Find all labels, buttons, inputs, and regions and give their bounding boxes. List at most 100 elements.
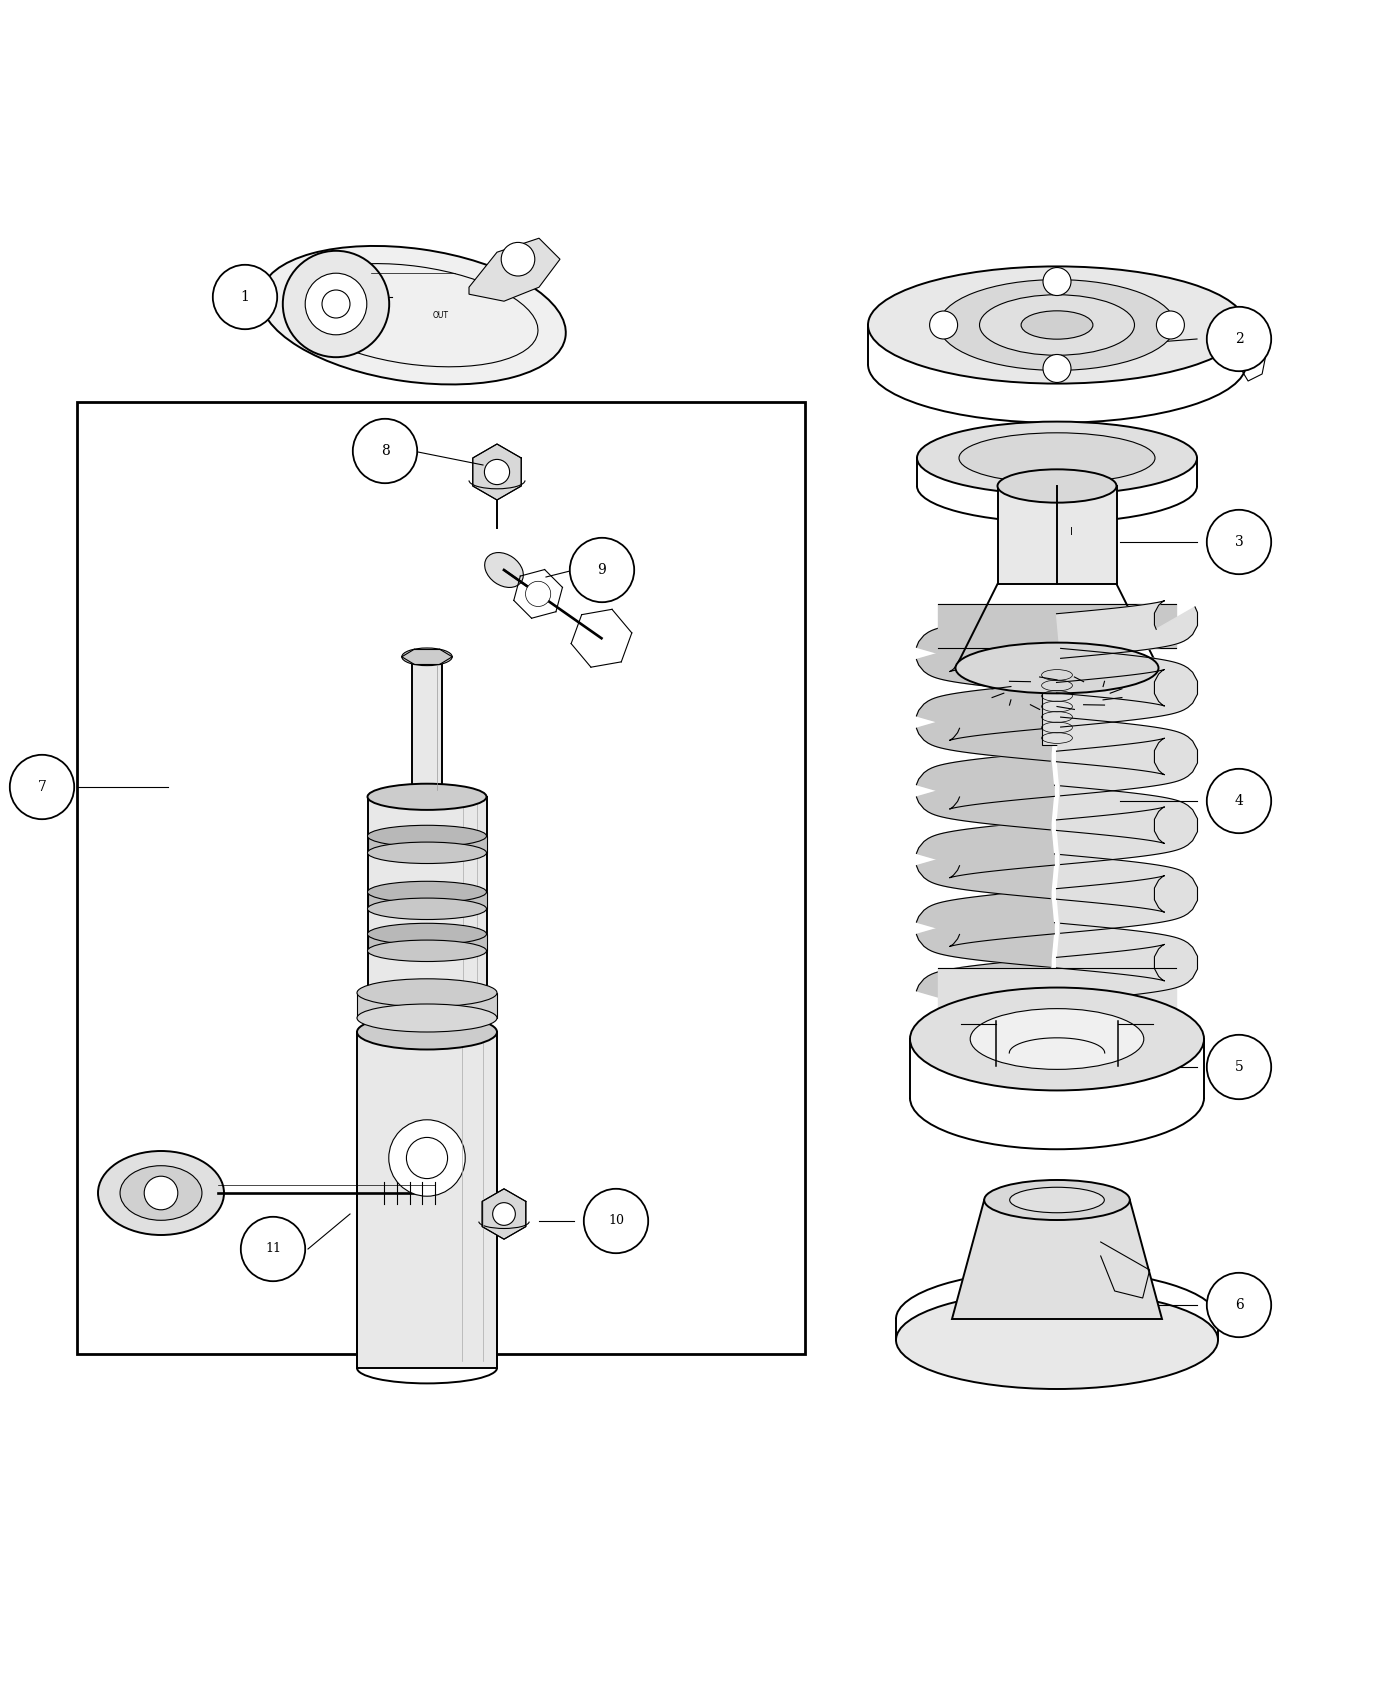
Polygon shape [917,772,1054,830]
Text: 9: 9 [598,563,606,576]
Text: 6: 6 [1235,1299,1243,1312]
Circle shape [1207,1035,1271,1100]
Ellipse shape [367,784,487,809]
Text: I: I [1070,527,1072,537]
Ellipse shape [959,434,1155,483]
Circle shape [322,291,350,318]
Polygon shape [1057,923,1197,1001]
Circle shape [493,1202,515,1226]
Bar [367,797,487,993]
Circle shape [1207,768,1271,833]
Circle shape [484,459,510,484]
Ellipse shape [367,923,487,945]
Ellipse shape [367,881,487,903]
Ellipse shape [1021,311,1093,340]
Ellipse shape [98,1151,224,1234]
Polygon shape [938,604,1176,648]
Ellipse shape [939,279,1175,371]
Circle shape [368,1100,486,1217]
Polygon shape [473,444,521,500]
Text: 3: 3 [1235,536,1243,549]
Bar [367,933,487,950]
Ellipse shape [120,1166,202,1221]
Circle shape [1043,267,1071,296]
Circle shape [305,274,367,335]
Circle shape [1207,1273,1271,1338]
Text: 4: 4 [1235,794,1243,808]
Polygon shape [917,957,1054,1015]
Ellipse shape [288,264,538,367]
Ellipse shape [984,1180,1130,1221]
Circle shape [570,537,634,602]
Bar [367,836,487,853]
Ellipse shape [402,648,452,666]
Circle shape [930,311,958,338]
Ellipse shape [357,979,497,1006]
Text: 5: 5 [1235,1061,1243,1074]
Polygon shape [917,842,1054,899]
Ellipse shape [910,988,1204,1090]
Polygon shape [917,751,1054,809]
Polygon shape [917,910,1054,967]
Circle shape [501,243,535,275]
Circle shape [241,1217,305,1282]
Circle shape [406,1137,448,1178]
Text: 10: 10 [608,1214,624,1227]
Bar [357,993,497,1018]
Ellipse shape [970,1008,1144,1069]
Ellipse shape [367,940,487,962]
Bar [367,892,487,910]
Ellipse shape [896,1290,1218,1389]
Circle shape [1207,510,1271,575]
Polygon shape [1057,785,1197,865]
Polygon shape [917,889,1054,947]
Bar [1042,668,1072,745]
Text: 1: 1 [241,291,249,304]
Ellipse shape [997,469,1117,503]
Polygon shape [917,636,1054,692]
Bar [77,401,805,1353]
Circle shape [283,252,389,357]
Ellipse shape [260,246,566,384]
Ellipse shape [868,267,1246,384]
Circle shape [1207,306,1271,371]
Text: 2: 2 [1235,332,1243,347]
Ellipse shape [980,294,1134,355]
Polygon shape [482,1188,526,1239]
Bar [412,656,442,797]
Circle shape [10,755,74,819]
Ellipse shape [367,842,487,864]
Text: 11: 11 [265,1243,281,1256]
Ellipse shape [955,643,1159,694]
Bar [357,1032,497,1368]
Polygon shape [952,1200,1162,1319]
Text: 7: 7 [38,780,46,794]
Polygon shape [917,683,1054,740]
Ellipse shape [367,898,487,920]
Polygon shape [1057,717,1197,796]
Bar [997,486,1117,585]
Polygon shape [917,704,1054,762]
Circle shape [389,1120,465,1197]
Circle shape [1043,355,1071,383]
Text: OUT: OUT [433,311,449,320]
Circle shape [353,418,417,483]
Circle shape [144,1176,178,1210]
Circle shape [1156,311,1184,338]
Ellipse shape [1009,1187,1105,1212]
Ellipse shape [484,552,524,588]
Ellipse shape [917,422,1197,495]
Polygon shape [1057,600,1197,658]
Circle shape [525,581,550,607]
Polygon shape [917,614,1054,672]
Polygon shape [938,967,1176,1013]
Polygon shape [1057,648,1197,728]
Circle shape [213,265,277,330]
Ellipse shape [357,1005,497,1032]
Polygon shape [917,821,1054,877]
Text: 8: 8 [381,444,389,457]
Ellipse shape [357,1015,497,1049]
Polygon shape [469,238,560,301]
Polygon shape [1057,855,1197,933]
Circle shape [584,1188,648,1253]
